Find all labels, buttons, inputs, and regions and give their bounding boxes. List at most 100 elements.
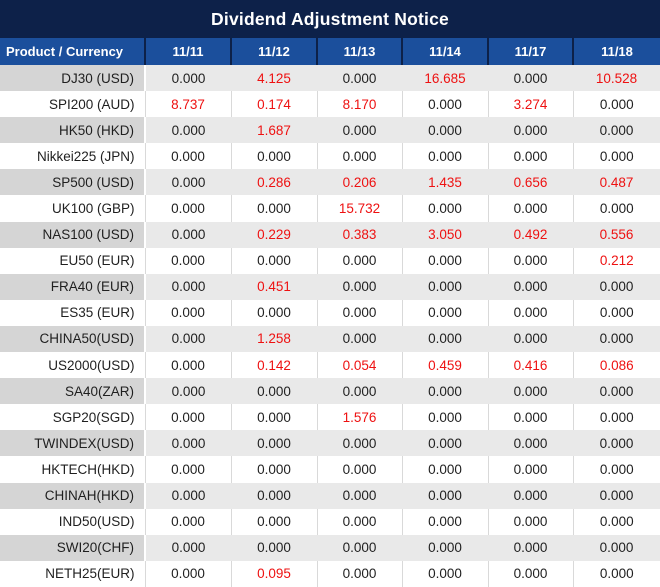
value-cell: 0.000 <box>144 195 231 222</box>
value-cell: 0.000 <box>145 169 231 196</box>
value-cell: 0.000 <box>572 143 660 170</box>
value-cell: 0.492 <box>488 221 573 248</box>
column-header-date: 11/11 <box>144 38 231 65</box>
value-cell: 0.000 <box>230 143 317 170</box>
table-row: TWINDEX(USD) 0.000 0.000 0.000 0.000 0.000 0.0… <box>0 430 660 457</box>
value-cell: 0.000 <box>316 508 402 535</box>
value-cell: 4.125 <box>231 65 317 92</box>
value-cell: 0.000 <box>572 91 660 118</box>
table-row: HKTECH(HKD) 0.000 0.000 0.000 0.000 0.000 0.00… <box>0 456 660 483</box>
value-cell: 3.274 <box>487 91 573 118</box>
product-cell: IND50(USD) <box>0 508 145 535</box>
value-cell: 0.000 <box>401 247 488 274</box>
column-header-date: 11/12 <box>230 38 317 65</box>
value-cell: 0.000 <box>144 247 231 274</box>
value-cell: 0.000 <box>230 456 317 483</box>
value-cell: 0.000 <box>401 560 488 587</box>
table-row: SGP20(SGD) 0.000 0.000 1.576 0.000 0.000 0.000 <box>0 404 660 431</box>
value-cell: 0.000 <box>317 325 402 353</box>
value-cell: 0.000 <box>487 195 573 222</box>
product-cell: SWI20(CHF) <box>0 534 146 561</box>
value-cell: 0.000 <box>488 65 573 92</box>
value-cell: 16.685 <box>402 65 488 92</box>
value-cell: 8.170 <box>316 91 402 118</box>
product-cell: TWINDEX(USD) <box>0 430 146 457</box>
value-cell: 0.459 <box>401 352 488 379</box>
value-cell: 0.000 <box>145 221 231 248</box>
value-cell: 0.000 <box>401 195 488 222</box>
table-row: SA40(ZAR) 0.000 0.000 0.000 0.000 0.000 0.000 <box>0 378 660 405</box>
product-cell: ES35 (EUR) <box>0 299 145 326</box>
value-cell: 0.000 <box>402 273 488 300</box>
value-cell: 0.000 <box>401 456 488 483</box>
column-header-date: 11/17 <box>487 38 573 65</box>
table-row: IND50(USD) 0.000 0.000 0.000 0.000 0.000 0.000 <box>0 508 660 535</box>
value-cell: 0.000 <box>317 273 402 300</box>
value-cell: 0.000 <box>573 325 660 353</box>
value-cell: 0.000 <box>145 325 231 353</box>
value-cell: 0.000 <box>145 482 231 509</box>
table-row: NAS100 (USD) 0.000 0.229 0.383 3.050 0.492 0.5… <box>0 221 660 248</box>
value-cell: 0.000 <box>573 273 660 300</box>
value-cell: 0.000 <box>144 299 231 326</box>
product-cell: SA40(ZAR) <box>0 378 146 405</box>
table-row: US2000(USD) 0.000 0.142 0.054 0.459 0.416 0.08… <box>0 352 660 379</box>
table-row: EU50 (EUR) 0.000 0.000 0.000 0.000 0.000 0.212 <box>0 247 660 274</box>
value-cell: 0.000 <box>572 404 660 431</box>
value-cell: 0.000 <box>317 482 402 509</box>
value-cell: 0.000 <box>317 378 402 405</box>
product-cell: NETH25(EUR) <box>0 560 145 587</box>
product-cell: FRA40 (EUR) <box>0 273 146 300</box>
value-cell: 0.000 <box>144 143 231 170</box>
table-row: CHINA50(USD) 0.000 1.258 0.000 0.000 0.000 0.0… <box>0 325 660 353</box>
value-cell: 0.000 <box>488 325 573 353</box>
value-cell: 0.000 <box>488 378 573 405</box>
value-cell: 0.000 <box>573 482 660 509</box>
value-cell: 0.556 <box>573 221 660 248</box>
value-cell: 0.000 <box>145 117 231 144</box>
value-cell: 0.000 <box>145 378 231 405</box>
table-row: NETH25(EUR) 0.000 0.095 0.000 0.000 0.000 0.00… <box>0 560 660 587</box>
value-cell: 0.000 <box>231 534 317 561</box>
value-cell: 0.000 <box>145 273 231 300</box>
value-cell: 0.451 <box>231 273 317 300</box>
value-cell: 0.000 <box>145 65 231 92</box>
product-cell: CHINAH(HKD) <box>0 482 146 509</box>
value-cell: 0.000 <box>401 143 488 170</box>
column-header-date: 11/18 <box>572 38 660 65</box>
value-cell: 0.086 <box>572 352 660 379</box>
value-cell: 0.000 <box>487 247 573 274</box>
column-header-date: 11/14 <box>401 38 488 65</box>
value-cell: 0.000 <box>488 534 573 561</box>
product-cell: NAS100 (USD) <box>0 221 146 248</box>
value-cell: 0.000 <box>316 247 402 274</box>
value-cell: 0.000 <box>317 65 402 92</box>
value-cell: 8.737 <box>144 91 231 118</box>
product-cell: SPI200 (AUD) <box>0 91 145 118</box>
value-cell: 0.000 <box>144 456 231 483</box>
value-cell: 0.000 <box>316 299 402 326</box>
value-cell: 0.000 <box>573 534 660 561</box>
table-row: Nikkei225 (JPN) 0.000 0.000 0.000 0.000 0.000… <box>0 143 660 170</box>
value-cell: 0.656 <box>488 169 573 196</box>
product-cell: HK50 (HKD) <box>0 117 146 144</box>
product-cell: SP500 (USD) <box>0 169 146 196</box>
value-cell: 0.000 <box>402 534 488 561</box>
value-cell: 0.000 <box>317 534 402 561</box>
value-cell: 0.000 <box>487 456 573 483</box>
table-row: CHINAH(HKD) 0.000 0.000 0.000 0.000 0.000 0.00… <box>0 482 660 509</box>
value-cell: 0.000 <box>230 299 317 326</box>
value-cell: 0.000 <box>487 560 573 587</box>
value-cell: 0.286 <box>231 169 317 196</box>
value-cell: 0.142 <box>230 352 317 379</box>
value-cell: 0.000 <box>316 143 402 170</box>
value-cell: 0.174 <box>230 91 317 118</box>
value-cell: 0.000 <box>230 404 317 431</box>
value-cell: 0.000 <box>144 352 231 379</box>
value-cell: 0.000 <box>572 508 660 535</box>
value-cell: 1.576 <box>316 404 402 431</box>
value-cell: 0.000 <box>573 378 660 405</box>
value-cell: 1.258 <box>231 325 317 353</box>
table-row: DJ30 (USD) 0.000 4.125 0.000 16.685 0.000 10.5… <box>0 65 660 92</box>
